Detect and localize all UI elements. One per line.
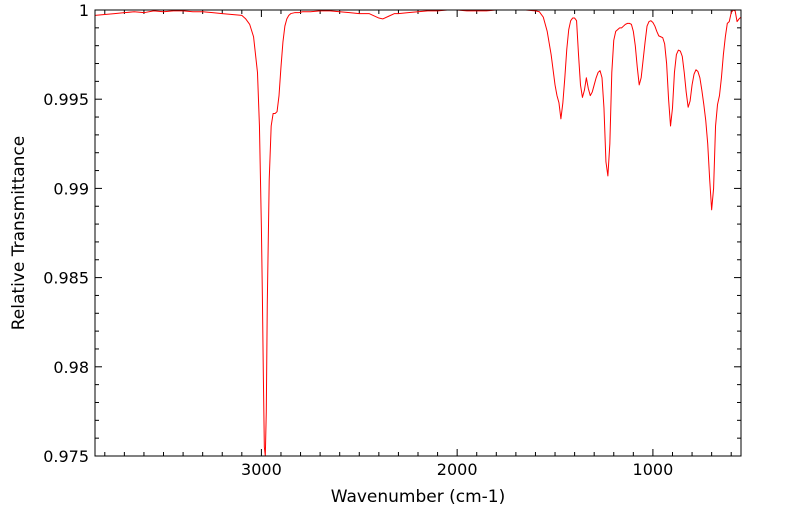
- y-tick-label: 0.99: [53, 179, 89, 198]
- x-tick-label: 2000: [437, 460, 478, 479]
- x-tick-labels: 3000 2000 1000: [241, 460, 673, 479]
- y-tick-label: 0.985: [43, 269, 89, 288]
- plot-area: [94, 9, 742, 457]
- y-axis-label: Relative Transmittance: [9, 136, 29, 331]
- x-tick-label: 1000: [633, 460, 674, 479]
- y-tick-label: 0.995: [43, 90, 89, 109]
- y-tick-label: 1: [79, 1, 89, 20]
- plot-frame: [94, 9, 742, 457]
- y-tick-label: 0.98: [53, 358, 89, 377]
- y-tick-labels: 1 0.995 0.99 0.985 0.98 0.975: [43, 1, 89, 466]
- axis-ticks: [95, 9, 741, 457]
- y-tick-label: 0.975: [43, 447, 89, 466]
- x-tick-label: 3000: [241, 460, 282, 479]
- x-axis-label: Wavenumber (cm-1): [331, 487, 506, 507]
- spectrum-series-line: [94, 9, 742, 457]
